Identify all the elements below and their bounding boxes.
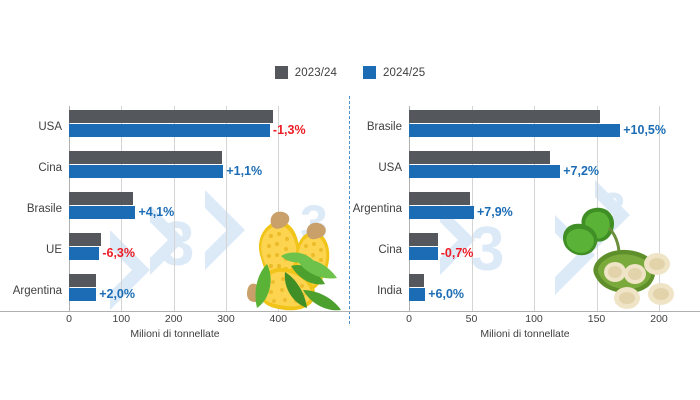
pct-change-label-corn: -1,3% bbox=[272, 123, 306, 137]
chart-panel-corn: USA -1,3% Cina +1,1% Brasile +4,1% UE -6,3% Arge… bbox=[0, 100, 350, 350]
pct-change-label-corn: -6,3% bbox=[102, 246, 135, 260]
bar-prev-season-corn bbox=[69, 110, 273, 123]
category-label-soy: Brasile bbox=[366, 121, 402, 133]
legend-item-prev-season: 2023/24 bbox=[274, 66, 337, 79]
pct-change-label-corn: +1,1% bbox=[226, 164, 263, 178]
bar-group-corn: Brasile +4,1% bbox=[27, 189, 294, 229]
gridline-200-soy bbox=[659, 106, 660, 311]
x-tick-100-corn: 100 bbox=[112, 313, 131, 325]
category-label-soy: Cina bbox=[378, 244, 402, 256]
bar-prev-season-corn bbox=[69, 274, 96, 287]
category-label-corn: USA bbox=[38, 121, 62, 133]
bar-current-season-soy bbox=[409, 124, 621, 137]
plot-area-corn: USA -1,3% Cina +1,1% Brasile +4,1% UE -6,3% Arge… bbox=[13, 106, 341, 311]
category-label-corn: Brasile bbox=[26, 203, 62, 215]
bar-current-season-soy bbox=[409, 165, 561, 178]
legend-swatch-current-season bbox=[363, 66, 376, 79]
bar-current-season-corn bbox=[69, 124, 270, 137]
bar-current-season-soy bbox=[409, 247, 438, 260]
bar-current-season-corn bbox=[69, 206, 136, 219]
bar-group-corn: UE -6,3% bbox=[46, 230, 294, 270]
x-axis-corn: 0 100 200 300 400 bbox=[0, 311, 350, 327]
bar-prev-season-soy bbox=[409, 274, 424, 287]
x-tick-300-corn: 300 bbox=[217, 313, 235, 325]
x-axis-title-corn: Milioni di tonnellate bbox=[130, 328, 220, 340]
bar-prev-season-corn bbox=[69, 192, 133, 205]
pct-change-label-soy: +10,5% bbox=[623, 123, 666, 137]
category-label-corn: UE bbox=[46, 244, 62, 256]
x-tick-0-soy: 0 bbox=[406, 313, 412, 325]
pct-change-label-soy: -0,7% bbox=[440, 246, 474, 260]
bar-prev-season-corn bbox=[69, 151, 222, 164]
bar-group-corn: USA -1,3% bbox=[38, 107, 306, 147]
bar-prev-season-soy bbox=[409, 192, 471, 205]
x-tick-150-soy: 150 bbox=[587, 313, 606, 325]
bar-group-soy: Cina -0,7% bbox=[378, 230, 659, 270]
gridline-200-corn bbox=[173, 106, 175, 311]
category-label-soy: USA bbox=[378, 162, 402, 174]
bar-group-corn: Cina +1,1% bbox=[38, 148, 294, 188]
x-axis-soy: 0 50 100 150 200 bbox=[350, 311, 700, 327]
x-axis-title-soy: Milioni di tonnellate bbox=[480, 328, 570, 340]
bar-current-season-soy bbox=[409, 206, 474, 219]
bar-current-season-corn bbox=[69, 165, 224, 178]
legend-label-prev-season: 2023/24 bbox=[294, 66, 337, 79]
bar-group-soy: USA +7,2% bbox=[378, 148, 659, 188]
x-tick-400-corn: 400 bbox=[269, 313, 288, 325]
bar-prev-season-corn bbox=[69, 233, 102, 246]
pct-change-label-soy: +7,9% bbox=[477, 205, 513, 219]
pct-change-label-corn: +2,0% bbox=[99, 287, 135, 301]
plot-area-soy: Brasile +10,5% USA +7,2% Argentina +7,9% Cina -… bbox=[353, 106, 674, 311]
x-axis-line-corn bbox=[0, 311, 350, 312]
x-axis-line-soy bbox=[350, 311, 700, 312]
pct-change-label-soy: +7,2% bbox=[563, 164, 600, 178]
gridline-400-corn bbox=[278, 106, 280, 311]
x-tick-0-corn: 0 bbox=[66, 313, 72, 325]
category-label-soy: India bbox=[377, 285, 402, 297]
bar-group-soy: India +6,0% bbox=[377, 271, 659, 311]
x-tick-200-corn: 200 bbox=[164, 313, 183, 325]
category-label-corn: Cina bbox=[38, 162, 62, 174]
bar-prev-season-soy bbox=[409, 110, 601, 123]
category-label-corn: Argentina bbox=[12, 285, 62, 297]
chart-panel-soy: Brasile +10,5% USA +7,2% Argentina +7,9% Cina -… bbox=[350, 100, 700, 350]
panel-divider bbox=[349, 96, 350, 324]
gridline-100-soy bbox=[534, 106, 535, 311]
bar-group-soy: Argentina +7,9% bbox=[353, 189, 659, 229]
chart-legend: 2023/24 2024/25 bbox=[0, 66, 700, 79]
bar-group-corn: Argentina +2,0% bbox=[13, 271, 294, 311]
x-tick-100-soy: 100 bbox=[525, 313, 543, 325]
bar-current-season-corn bbox=[69, 247, 100, 260]
bar-prev-season-soy bbox=[409, 151, 551, 164]
bar-prev-season-soy bbox=[409, 233, 438, 246]
bar-group-soy: Brasile +10,5% bbox=[367, 107, 666, 147]
legend-item-current-season: 2024/25 bbox=[363, 66, 425, 79]
pct-change-label-soy: +6,0% bbox=[428, 287, 465, 301]
x-tick-50-soy: 50 bbox=[465, 313, 478, 325]
legend-label-current-season: 2024/25 bbox=[383, 66, 426, 79]
x-tick-200-soy: 200 bbox=[650, 313, 668, 325]
legend-swatch-prev-season bbox=[274, 66, 288, 79]
bar-current-season-soy bbox=[409, 288, 426, 301]
gridline-300-corn bbox=[225, 106, 227, 311]
bar-current-season-corn bbox=[69, 288, 97, 301]
pct-change-label-corn: +4,1% bbox=[138, 205, 175, 219]
category-label-soy: Argentina bbox=[352, 203, 402, 215]
